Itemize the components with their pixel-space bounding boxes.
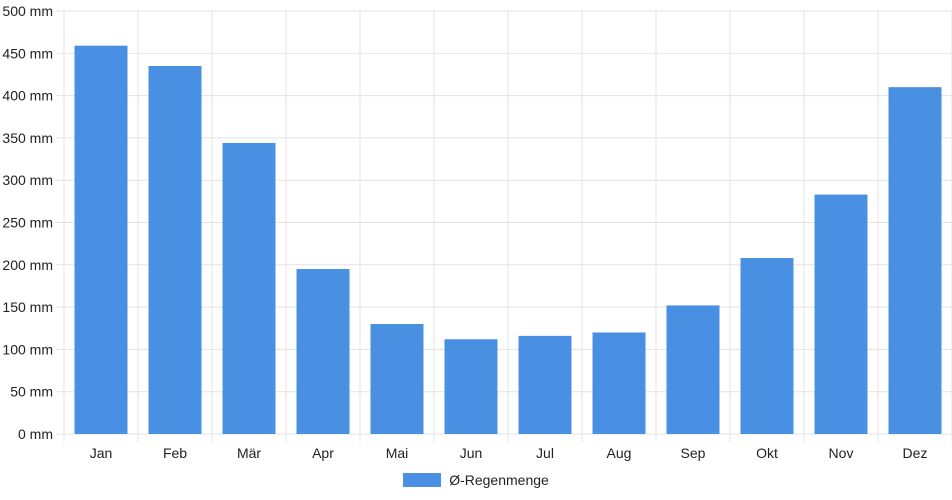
y-tick-label: 400 mm <box>2 88 53 104</box>
x-tick-label: Okt <box>756 445 778 461</box>
x-tick-label: Nov <box>829 445 854 461</box>
x-tick-label: Jun <box>460 445 483 461</box>
y-tick-label: 350 mm <box>2 130 53 146</box>
legend[interactable]: Ø-Regenmenge <box>0 472 952 488</box>
bar-dez[interactable] <box>888 87 942 434</box>
bar-jan[interactable] <box>74 45 128 434</box>
y-tick-label: 200 mm <box>2 257 53 273</box>
y-tick-label: 250 mm <box>2 215 53 231</box>
x-tick-label: Aug <box>607 445 632 461</box>
y-tick-label: 150 mm <box>2 299 53 315</box>
bars <box>74 45 942 435</box>
bar-okt[interactable] <box>740 258 794 434</box>
x-tick-label: Mär <box>237 445 261 461</box>
bar-feb[interactable] <box>148 65 202 435</box>
x-tick-label: Jul <box>536 445 554 461</box>
bar-nov[interactable] <box>814 194 868 434</box>
bar-jun[interactable] <box>444 339 498 434</box>
y-tick-label: 450 mm <box>2 45 53 61</box>
x-tick-label: Sep <box>681 445 706 461</box>
y-tick-label: 300 mm <box>2 172 53 188</box>
x-tick-label: Feb <box>163 445 187 461</box>
x-tick-label: Jan <box>90 445 113 461</box>
x-tick-label: Apr <box>312 445 334 461</box>
bar-sep[interactable] <box>666 305 720 434</box>
x-tick-label: Mai <box>386 445 409 461</box>
y-tick-label: 500 mm <box>2 3 53 19</box>
bar-mär[interactable] <box>222 142 276 434</box>
bar-mai[interactable] <box>370 324 424 434</box>
bar-jul[interactable] <box>518 335 572 434</box>
x-axis-ticks: Jan Feb Mär Apr Mai Jun Jul Aug Sep Okt Nov Dez <box>90 445 928 461</box>
x-tick-label: Dez <box>903 445 928 461</box>
legend-label: Ø-Regenmenge <box>449 472 549 488</box>
grid-lines <box>56 10 952 442</box>
bar-apr[interactable] <box>296 269 350 434</box>
y-tick-label: 100 mm <box>2 341 53 357</box>
y-axis-ticks: 0 mm 50 mm 100 mm 150 mm 200 mm 250 mm 300 mm 3… <box>2 3 53 442</box>
y-tick-label: 0 mm <box>18 426 53 442</box>
bar-aug[interactable] <box>592 332 646 434</box>
legend-swatch <box>403 473 442 487</box>
y-tick-label: 50 mm <box>10 384 53 400</box>
